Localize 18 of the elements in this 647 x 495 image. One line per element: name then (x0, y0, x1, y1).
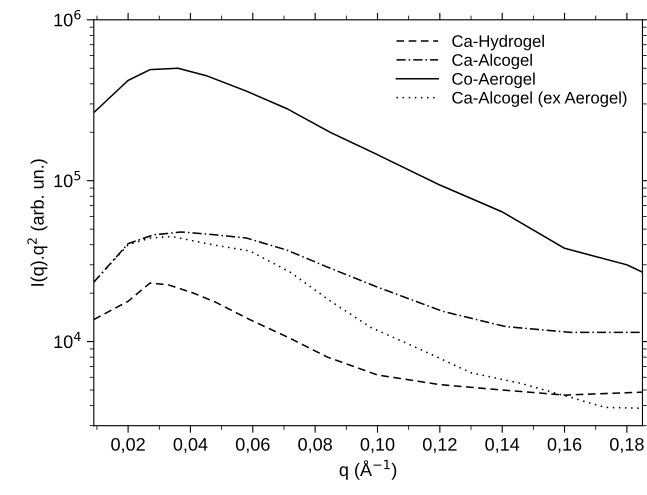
legend-label: Ca-Alcogel (452, 54, 532, 70)
legend-label: Co-Aerogel (452, 72, 535, 88)
x-tick-label: 0,06 (236, 438, 270, 453)
x-axis-title: q (Å$^{−1}$) (340, 460, 396, 480)
x-tick-label: 0,14 (485, 438, 520, 453)
x-tick-label: 0,10 (360, 438, 394, 453)
y-tick-label: 10$^{5}$ (54, 170, 80, 188)
legend-label: Ca-Hydrogel (452, 34, 544, 50)
x-tick-label: 0,12 (422, 438, 457, 453)
y-tick-label: 10$^{6}$ (54, 10, 81, 26)
x-tick-label: 0,04 (174, 438, 208, 453)
x-tick-label: 0,18 (610, 438, 644, 453)
x-tick-label: 0,02 (111, 438, 145, 453)
y-axis-title: I(q).q$^{2}$ (arb. un.) (27, 159, 48, 286)
y-tick-label: 10$^{4}$ (54, 332, 81, 348)
x-tick-label: 0,16 (548, 438, 582, 453)
x-tick-label: 0,08 (298, 438, 332, 453)
legend-label: Ca-Alcogel (ex Aerogel) (452, 91, 626, 107)
